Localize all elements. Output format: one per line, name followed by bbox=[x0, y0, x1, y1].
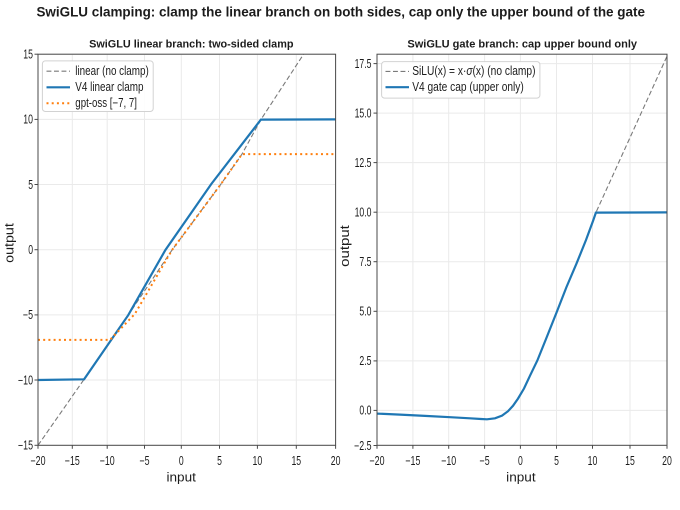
svg-text:10.0: 10.0 bbox=[355, 206, 372, 220]
svg-text:15: 15 bbox=[291, 454, 301, 468]
svg-text:output: output bbox=[337, 225, 352, 267]
svg-text:0: 0 bbox=[518, 454, 523, 468]
svg-text:−20: −20 bbox=[31, 454, 46, 468]
svg-text:−15: −15 bbox=[18, 439, 33, 453]
svg-text:20: 20 bbox=[662, 454, 672, 468]
svg-text:5: 5 bbox=[28, 178, 33, 192]
svg-text:V4 gate cap (upper only): V4 gate cap (upper only) bbox=[412, 80, 524, 94]
svg-text:−10: −10 bbox=[18, 373, 33, 387]
svg-text:−10: −10 bbox=[100, 454, 115, 468]
svg-text:2.5: 2.5 bbox=[359, 354, 371, 368]
svg-text:15.0: 15.0 bbox=[355, 106, 372, 120]
svg-text:15: 15 bbox=[23, 48, 33, 62]
svg-text:−15: −15 bbox=[405, 454, 420, 468]
svg-text:SwiGLU clamping: clamp the lin: SwiGLU clamping: clamp the linear branch… bbox=[36, 5, 645, 20]
svg-text:20: 20 bbox=[331, 454, 341, 468]
svg-text:input: input bbox=[506, 470, 536, 485]
svg-text:−15: −15 bbox=[65, 454, 80, 468]
svg-text:15: 15 bbox=[625, 454, 635, 468]
svg-text:−10: −10 bbox=[441, 454, 456, 468]
svg-text:10: 10 bbox=[253, 454, 263, 468]
svg-text:10: 10 bbox=[588, 454, 598, 468]
svg-text:−5: −5 bbox=[23, 308, 33, 322]
svg-text:7.5: 7.5 bbox=[359, 255, 371, 269]
svg-text:0: 0 bbox=[28, 243, 33, 257]
svg-text:17.5: 17.5 bbox=[355, 57, 372, 71]
svg-text:input: input bbox=[167, 470, 197, 485]
svg-text:−5: −5 bbox=[139, 454, 149, 468]
svg-text:gpt-oss [−7, 7]: gpt-oss [−7, 7] bbox=[75, 96, 137, 110]
svg-text:output: output bbox=[2, 223, 17, 263]
svg-text:0: 0 bbox=[179, 454, 184, 468]
svg-text:SwiGLU gate branch: cap upper: SwiGLU gate branch: cap upper bound only bbox=[407, 39, 637, 51]
svg-text:5: 5 bbox=[554, 454, 559, 468]
svg-text:12.5: 12.5 bbox=[355, 156, 372, 170]
svg-text:−2.5: −2.5 bbox=[354, 439, 371, 453]
svg-text:−20: −20 bbox=[370, 454, 385, 468]
svg-text:5: 5 bbox=[217, 454, 222, 468]
svg-text:10: 10 bbox=[23, 113, 33, 127]
svg-text:SiLU(x) = x·σ(x) (no clamp): SiLU(x) = x·σ(x) (no clamp) bbox=[412, 64, 535, 78]
svg-text:SwiGLU linear branch: two-side: SwiGLU linear branch: two-sided clamp bbox=[89, 39, 294, 51]
svg-text:−5: −5 bbox=[480, 454, 490, 468]
svg-text:V4 linear clamp: V4 linear clamp bbox=[75, 80, 143, 94]
svg-text:5.0: 5.0 bbox=[359, 305, 371, 319]
svg-text:linear (no clamp): linear (no clamp) bbox=[75, 64, 149, 78]
svg-text:0.0: 0.0 bbox=[359, 404, 371, 418]
